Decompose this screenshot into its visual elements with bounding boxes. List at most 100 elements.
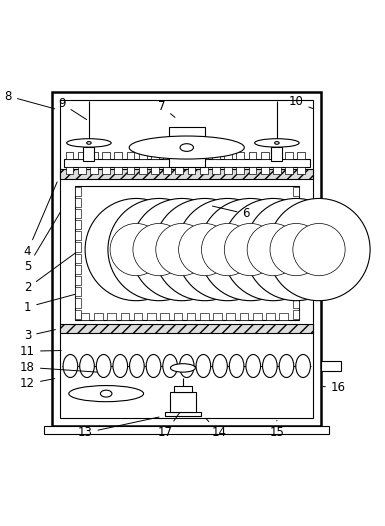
Bar xyxy=(121,313,129,320)
Bar xyxy=(65,167,74,175)
Bar xyxy=(75,209,81,218)
Ellipse shape xyxy=(263,355,277,378)
Ellipse shape xyxy=(163,355,177,378)
Bar xyxy=(163,152,171,159)
Bar xyxy=(226,313,235,320)
Ellipse shape xyxy=(179,355,194,378)
Text: 6: 6 xyxy=(213,206,250,220)
Circle shape xyxy=(199,198,301,301)
Bar xyxy=(271,147,283,160)
Bar xyxy=(75,231,81,240)
Text: 10: 10 xyxy=(289,95,313,108)
Bar xyxy=(212,167,220,175)
Bar xyxy=(266,313,275,320)
Bar xyxy=(75,242,81,251)
Bar xyxy=(52,92,321,426)
Bar xyxy=(280,313,288,320)
Circle shape xyxy=(293,224,345,276)
Bar xyxy=(321,361,341,371)
Bar xyxy=(163,167,171,175)
Bar xyxy=(127,167,134,175)
Circle shape xyxy=(85,198,187,301)
Bar xyxy=(174,386,192,392)
Circle shape xyxy=(224,224,276,276)
Circle shape xyxy=(110,224,162,276)
Circle shape xyxy=(201,224,254,276)
Bar xyxy=(78,152,85,159)
Bar xyxy=(236,167,244,175)
Bar xyxy=(293,310,299,319)
Bar xyxy=(139,152,147,159)
Bar xyxy=(60,325,313,333)
Bar xyxy=(84,147,94,160)
Bar xyxy=(293,254,299,263)
Circle shape xyxy=(179,224,231,276)
Circle shape xyxy=(247,224,300,276)
Circle shape xyxy=(133,224,185,276)
Bar xyxy=(297,167,305,175)
Ellipse shape xyxy=(246,355,261,378)
Text: 1: 1 xyxy=(24,295,75,313)
Bar xyxy=(75,254,81,263)
Circle shape xyxy=(156,224,208,276)
Ellipse shape xyxy=(180,144,193,151)
Text: 11: 11 xyxy=(20,345,61,358)
Text: 17: 17 xyxy=(158,413,179,439)
Text: 2: 2 xyxy=(24,253,75,295)
Ellipse shape xyxy=(254,139,299,147)
Bar xyxy=(60,169,313,179)
Ellipse shape xyxy=(80,355,94,378)
Bar xyxy=(169,127,205,167)
Bar xyxy=(174,313,182,320)
Ellipse shape xyxy=(87,141,91,144)
Bar xyxy=(90,167,98,175)
Bar xyxy=(236,152,244,159)
Ellipse shape xyxy=(130,355,144,378)
Bar xyxy=(293,276,299,285)
Bar xyxy=(175,167,183,175)
Text: 3: 3 xyxy=(24,329,55,342)
Bar xyxy=(285,152,293,159)
Bar xyxy=(240,313,248,320)
Bar xyxy=(248,167,256,175)
Bar xyxy=(187,167,196,175)
Text: 7: 7 xyxy=(158,100,175,117)
Ellipse shape xyxy=(171,363,195,372)
Bar xyxy=(165,412,201,417)
Bar xyxy=(261,167,269,175)
Circle shape xyxy=(270,224,322,276)
Bar xyxy=(293,220,299,229)
Bar xyxy=(151,152,159,159)
Bar xyxy=(65,152,74,159)
Bar xyxy=(285,167,293,175)
Bar xyxy=(64,159,310,167)
Bar xyxy=(175,152,183,159)
Ellipse shape xyxy=(146,355,161,378)
Bar xyxy=(114,167,122,175)
Bar xyxy=(187,152,196,159)
Bar xyxy=(273,152,281,159)
Ellipse shape xyxy=(100,390,112,397)
Bar xyxy=(75,287,81,296)
Bar xyxy=(75,198,81,207)
Bar xyxy=(224,152,232,159)
Bar xyxy=(160,313,169,320)
Bar xyxy=(78,167,85,175)
Circle shape xyxy=(108,198,210,301)
Ellipse shape xyxy=(69,386,144,402)
Bar xyxy=(248,152,256,159)
Text: 16: 16 xyxy=(323,381,346,394)
Bar xyxy=(147,313,156,320)
Bar xyxy=(200,167,208,175)
Ellipse shape xyxy=(196,355,211,378)
Bar xyxy=(293,231,299,240)
Ellipse shape xyxy=(275,141,279,144)
Text: 9: 9 xyxy=(58,97,87,119)
Bar xyxy=(75,186,299,320)
Ellipse shape xyxy=(63,355,78,378)
Bar xyxy=(75,187,81,196)
Bar xyxy=(151,167,159,175)
Bar xyxy=(102,152,110,159)
Bar xyxy=(187,313,195,320)
Circle shape xyxy=(154,198,256,301)
